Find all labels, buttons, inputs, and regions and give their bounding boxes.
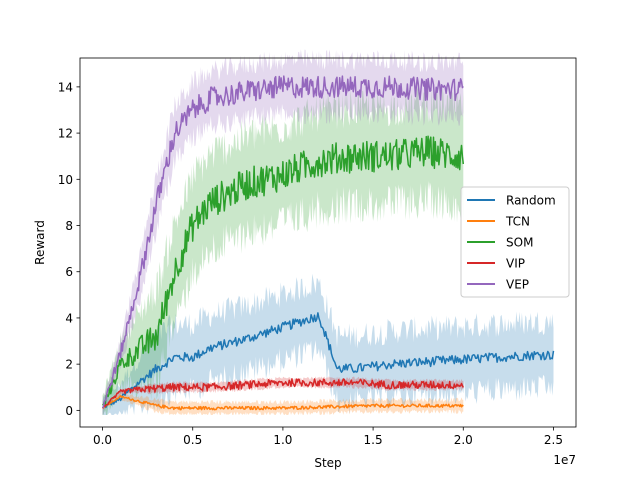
x-tick-label: 0.5 — [183, 433, 202, 447]
confidence-band-vep — [102, 49, 464, 416]
legend: Random TCN SOM VIP VEP — [460, 186, 570, 298]
legend-label-vip: VIP — [506, 257, 525, 271]
legend-label-vep: VEP — [506, 278, 529, 292]
x-axis-offset-text: 1e7 — [553, 453, 576, 467]
y-tick-label: 14 — [58, 80, 73, 94]
x-axis-label: Step — [314, 456, 341, 470]
y-tick-label: 10 — [58, 173, 73, 187]
y-tick-label: 2 — [65, 358, 73, 372]
y-tick-label: 8 — [65, 219, 73, 233]
y-tick-label: 0 — [65, 404, 73, 418]
y-tick-label: 6 — [65, 265, 73, 279]
confidence-band-tcn — [102, 392, 464, 415]
y-tick-label: 4 — [65, 311, 73, 325]
legend-label-tcn: TCN — [505, 215, 530, 229]
confidence-band-vip — [102, 376, 464, 409]
x-axis-ticks: 0.0 0.5 1.0 1.5 2.0 2.5 — [93, 427, 563, 447]
confidence-band-som — [102, 85, 464, 415]
x-tick-label: 0.0 — [93, 433, 112, 447]
x-tick-label: 1.5 — [364, 433, 383, 447]
legend-box — [460, 186, 570, 298]
series-line-vep — [102, 75, 464, 409]
series-line-som — [102, 135, 465, 406]
legend-label-random: Random — [506, 194, 556, 208]
series-line-random — [102, 312, 555, 409]
legend-label-som: SOM — [506, 236, 533, 250]
x-tick-label: 1.0 — [273, 433, 292, 447]
x-tick-label: 2.5 — [544, 433, 563, 447]
series-lines — [101, 75, 555, 411]
y-axis-ticks: 0 2 4 6 8 10 12 14 — [58, 80, 80, 418]
x-tick-label: 2.0 — [454, 433, 473, 447]
y-tick-label: 12 — [58, 127, 73, 141]
series-line-vip — [101, 378, 464, 409]
series-line-tcn — [102, 395, 464, 411]
y-axis-label: Reward — [33, 220, 47, 265]
axes-frame — [79, 57, 577, 428]
